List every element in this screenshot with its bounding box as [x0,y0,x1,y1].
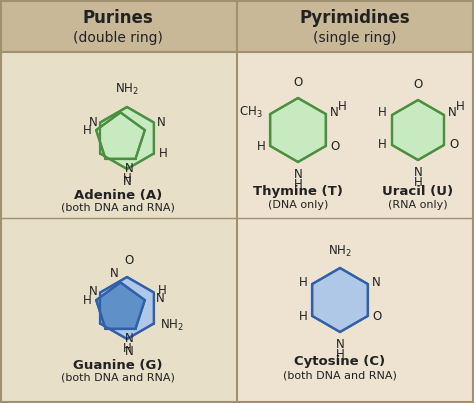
Text: N: N [125,162,134,174]
Bar [0,0,237,52]
Text: H: H [456,100,465,114]
Text: (RNA only): (RNA only) [388,200,448,210]
Text: (both DNA and RNA): (both DNA and RNA) [61,373,175,383]
Text: (double ring): (double ring) [73,31,163,45]
Bar [237,0,474,52]
Text: N: N [156,293,164,305]
Text: H: H [414,176,422,189]
Text: H: H [82,294,91,307]
Text: Guanine (G): Guanine (G) [73,359,163,372]
Text: H: H [123,172,132,185]
Text: N: N [110,268,118,280]
Text: N: N [330,106,338,118]
Text: H: H [299,276,307,289]
Polygon shape [96,112,145,159]
Text: N: N [123,175,131,188]
Text: N: N [336,338,345,351]
Text: N: N [89,116,97,129]
Text: O: O [293,76,302,89]
Text: N: N [157,116,165,129]
Text: H: H [82,124,91,137]
Text: O: O [413,78,423,91]
Text: H: H [158,284,166,297]
Text: H: H [336,348,345,361]
Text: H: H [337,100,346,112]
Text: (both DNA and RNA): (both DNA and RNA) [283,370,397,380]
Bar [0,0,237,403]
Text: Uracil (U): Uracil (U) [383,185,454,199]
Text: N: N [89,285,97,298]
Text: Thymine (T): Thymine (T) [253,185,343,199]
Text: N: N [125,345,133,358]
Text: N: N [448,106,457,120]
Text: NH$_2$: NH$_2$ [115,82,139,97]
Text: H: H [256,139,265,152]
Text: CH$_3$: CH$_3$ [238,104,262,120]
Text: H: H [293,178,302,191]
Text: H: H [299,310,307,322]
Text: Adenine (A): Adenine (A) [74,189,162,202]
Text: N: N [372,276,381,289]
Text: (DNA only): (DNA only) [268,200,328,210]
Polygon shape [100,107,154,169]
Text: N: N [125,332,134,345]
Text: NH$_2$: NH$_2$ [160,318,183,333]
Polygon shape [96,283,145,329]
Text: Pyrimidines: Pyrimidines [300,9,410,27]
Text: Purines: Purines [82,9,154,27]
Text: H: H [378,106,387,120]
Polygon shape [100,277,154,339]
Polygon shape [392,100,444,160]
Text: O: O [373,310,382,322]
Text: N: N [293,168,302,181]
Text: (single ring): (single ring) [313,31,397,45]
Text: H: H [159,147,168,160]
Text: O: O [331,139,340,152]
Polygon shape [270,98,326,162]
Polygon shape [312,268,368,332]
Text: (both DNA and RNA): (both DNA and RNA) [61,203,175,213]
Text: O: O [449,139,458,152]
Text: N: N [414,166,422,179]
Text: H: H [123,342,132,355]
Text: H: H [378,139,387,152]
Text: Cytosine (C): Cytosine (C) [294,355,385,368]
Text: NH$_2$: NH$_2$ [328,244,352,259]
Text: O: O [124,254,134,267]
